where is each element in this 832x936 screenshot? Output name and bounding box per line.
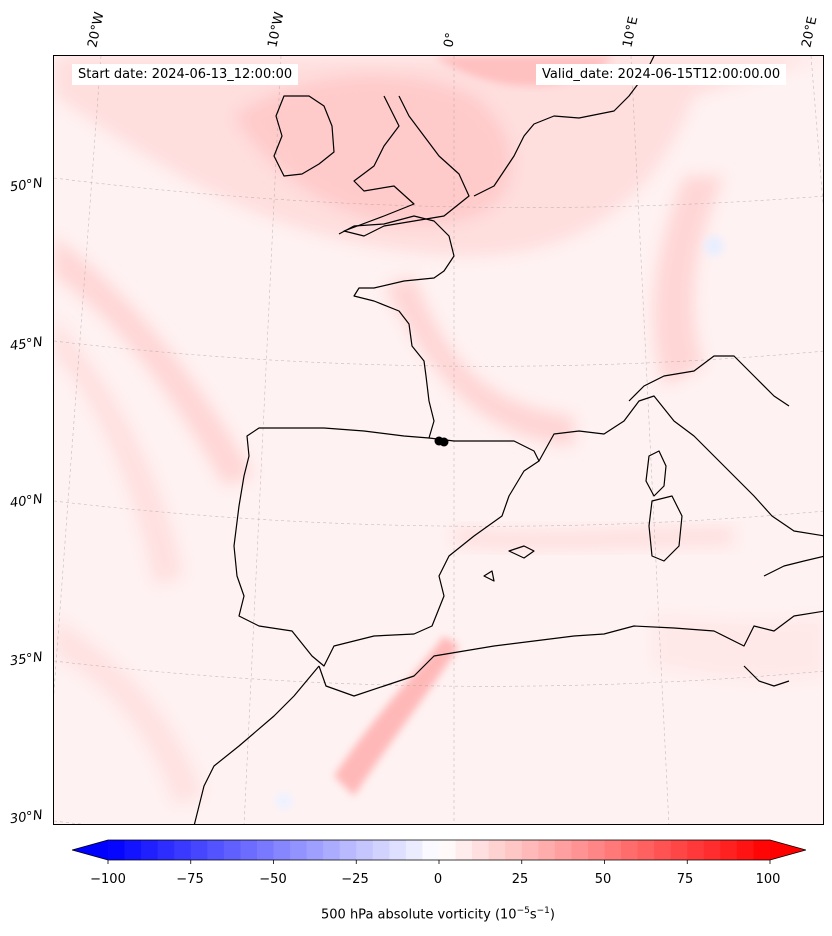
colorbar-segment (654, 840, 672, 860)
colorbar-tick: −100 (90, 872, 126, 887)
colorbar-segment (223, 840, 241, 860)
colorbar-extend-max (770, 840, 806, 860)
colorbar-segment (157, 840, 175, 860)
valid-date-label: Valid_date: 2024-06-15T12:00:00.00 (536, 64, 787, 85)
colorbar-segment (306, 840, 324, 860)
lon-label-20e: 20°E (799, 15, 821, 50)
colorbar-segment (670, 840, 688, 860)
colorbar-segment (637, 840, 655, 860)
colorbar-segment (571, 840, 589, 860)
colorbar-tick: −50 (259, 872, 287, 887)
lon-label-10e: 10°E (620, 15, 642, 50)
colorbar-segment (124, 840, 142, 860)
graticule (54, 56, 823, 824)
colorbar-segment (356, 840, 374, 860)
colorbar-segment (240, 840, 258, 860)
colorbar-tick: 50 (594, 872, 612, 887)
colorbar-segment (422, 840, 440, 860)
colorbar (72, 839, 806, 864)
lon-label-20w: 20°W (85, 10, 108, 49)
start-date-label: Start date: 2024-06-13_12:00:00 (72, 64, 299, 85)
colorbar-tick: 0 (433, 872, 443, 887)
colorbar-segment (720, 840, 738, 860)
colorbar-segment (687, 840, 705, 860)
colorbar-tick: 75 (676, 872, 694, 887)
lon-label-0: 0° (441, 31, 460, 49)
coastlines (193, 56, 823, 824)
colorbar-segment (405, 840, 423, 860)
colorbar-segment (290, 840, 308, 860)
lat-label-35n: 35°N (9, 649, 44, 670)
colorbar-segment (554, 840, 572, 860)
lat-label-30n: 30°N (9, 807, 44, 828)
colorbar-segment (538, 840, 556, 860)
colorbar-segment (703, 840, 721, 860)
colorbar-segment (207, 840, 225, 860)
colorbar-segment (505, 840, 523, 860)
station-markers (434, 436, 449, 447)
colorbar-segment (372, 840, 390, 860)
colorbar-segment (256, 840, 274, 860)
lon-label-10w: 10°W (265, 10, 288, 49)
colorbar-segment (339, 840, 357, 860)
colorbar-segment (621, 840, 639, 860)
colorbar-segment (108, 840, 126, 860)
colorbar-segment (389, 840, 407, 860)
colorbar-segment (323, 840, 341, 860)
colorbar-segment (604, 840, 622, 860)
colorbar-segment (174, 840, 192, 860)
lat-label-50n: 50°N (9, 175, 44, 196)
colorbar-segment (488, 840, 506, 860)
colorbar-tick: 100 (755, 872, 781, 887)
colorbar-tick: −75 (176, 872, 204, 887)
colorbar-segment (587, 840, 605, 860)
vorticity-map (54, 56, 823, 824)
colorbar-segment (472, 840, 490, 860)
colorbar-segment (736, 840, 754, 860)
colorbar-segment (455, 840, 473, 860)
colorbar-tick: 25 (511, 872, 529, 887)
vorticity-field (54, 56, 823, 824)
colorbar-segment (273, 840, 291, 860)
colorbar-tick: −25 (341, 872, 369, 887)
colorbar-segment (190, 840, 208, 860)
colorbar-title: 500 hPa absolute vorticity (10−5s−1) (321, 906, 555, 923)
colorbar-segment (753, 840, 771, 860)
colorbar-segment (141, 840, 159, 860)
map-panel[interactable] (53, 55, 824, 825)
lat-label-40n: 40°N (9, 491, 44, 512)
colorbar-extend-min (72, 840, 108, 860)
colorbar-segment (439, 840, 457, 860)
colorbar-segment (521, 840, 539, 860)
lat-label-45n: 45°N (9, 334, 44, 355)
